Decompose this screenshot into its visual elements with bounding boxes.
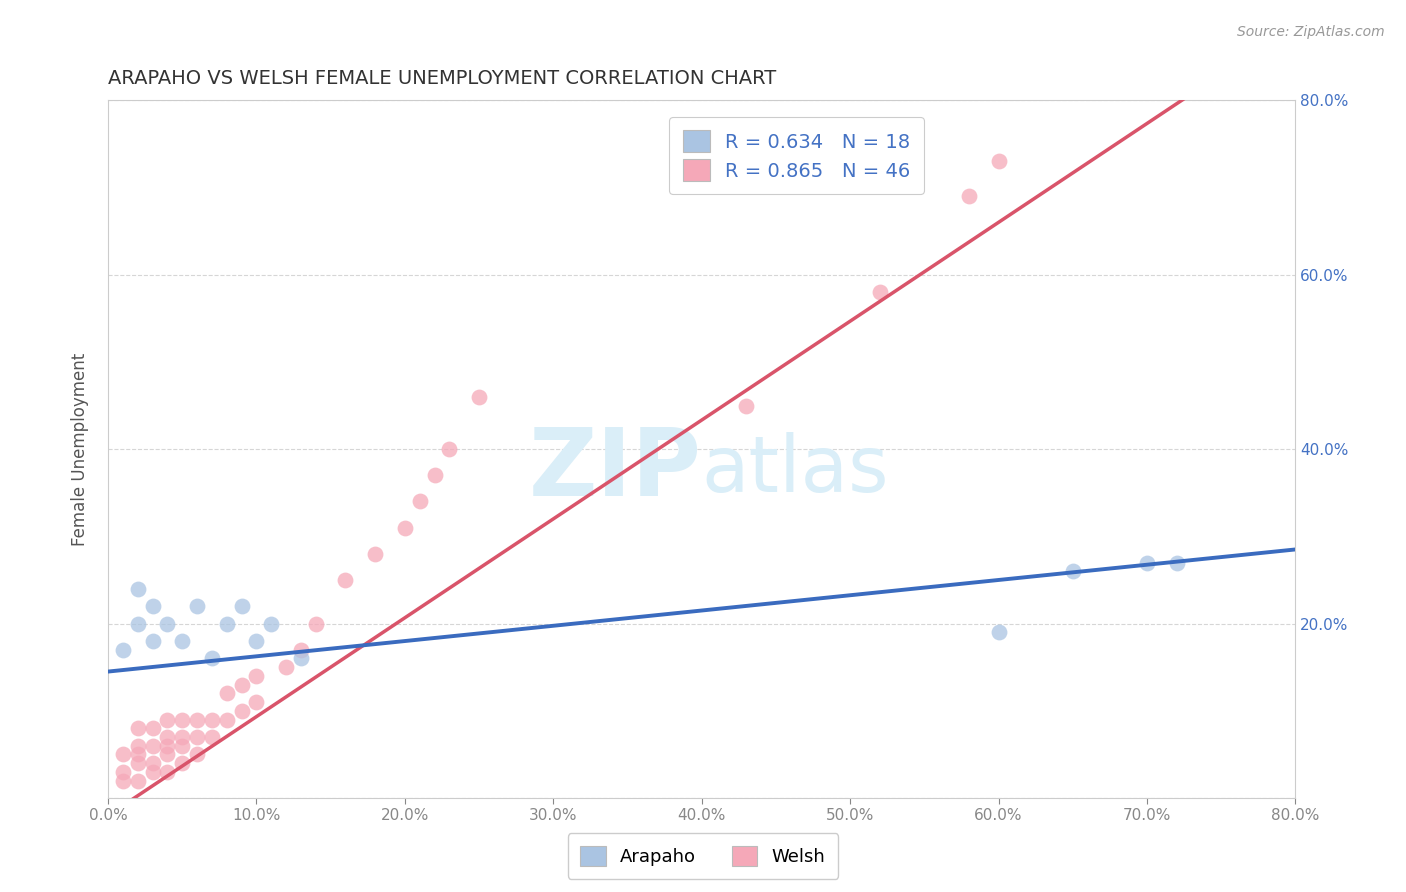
Point [111,773,134,788]
Point [394,521,416,535]
Point [186,599,208,614]
Point [274,660,297,674]
Point [439,442,461,457]
Point [141,721,163,735]
Point [127,721,149,735]
Point [364,547,387,561]
Point [186,730,208,744]
Point [468,390,491,404]
Point [141,739,163,753]
Point [172,730,194,744]
Point [111,764,134,779]
Point [127,582,149,596]
Point [215,686,238,700]
Point [172,634,194,648]
Point [172,756,194,771]
Point [735,399,758,413]
Point [156,730,179,744]
Y-axis label: Female Unemployment: Female Unemployment [72,352,89,546]
Point [231,704,253,718]
Point [156,713,179,727]
Point [156,747,179,762]
Point [111,642,134,657]
Point [245,634,267,648]
Point [215,713,238,727]
Point [335,573,357,587]
Point [172,739,194,753]
Point [1166,556,1188,570]
Point [201,651,224,665]
Point [1062,564,1084,578]
Point [127,756,149,771]
Point [290,651,312,665]
Legend: Arapaho, Welsh: Arapaho, Welsh [568,833,838,879]
Text: atlas: atlas [702,432,889,508]
Point [1136,556,1159,570]
Point [987,154,1010,169]
Point [172,713,194,727]
Point [156,739,179,753]
Point [260,616,283,631]
Point [127,747,149,762]
Point [186,713,208,727]
Point [957,189,980,203]
Point [869,285,891,299]
Point [305,616,328,631]
Point [156,616,179,631]
Point [201,713,224,727]
Point [290,642,312,657]
Point [245,669,267,683]
Point [156,764,179,779]
Point [111,747,134,762]
Point [127,616,149,631]
Point [201,730,224,744]
Text: Source: ZipAtlas.com: Source: ZipAtlas.com [1237,25,1385,39]
Legend: R = 0.634   N = 18, R = 0.865   N = 46: R = 0.634 N = 18, R = 0.865 N = 46 [669,117,924,194]
Point [141,764,163,779]
Point [987,625,1010,640]
Point [141,634,163,648]
Point [141,756,163,771]
Point [141,599,163,614]
Point [231,599,253,614]
Text: ZIP: ZIP [529,424,702,516]
Point [127,739,149,753]
Point [409,494,432,508]
Point [127,773,149,788]
Point [186,747,208,762]
Point [423,468,446,483]
Text: ARAPAHO VS WELSH FEMALE UNEMPLOYMENT CORRELATION CHART: ARAPAHO VS WELSH FEMALE UNEMPLOYMENT COR… [108,69,776,87]
Point [245,695,267,709]
Point [215,616,238,631]
Point [231,678,253,692]
